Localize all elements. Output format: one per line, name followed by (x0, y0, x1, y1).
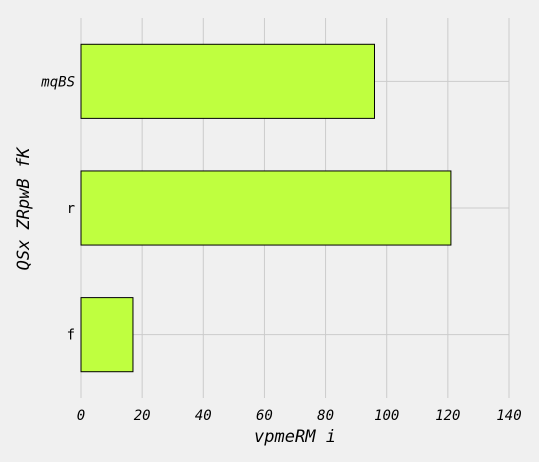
x-tick-label: 100 (374, 408, 399, 424)
x-tick-labels: 0 20 40 60 80 100 120 140 (77, 408, 522, 424)
x-tick-label: 120 (435, 408, 460, 424)
x-tick-label: 40 (195, 408, 212, 424)
y-tick-labels: f r mqBS (40, 74, 75, 343)
y-tick-label: f (67, 328, 75, 344)
bars (80, 43, 452, 373)
y-tick-label: mqBS (40, 74, 75, 90)
x-tick-label: 60 (256, 408, 273, 424)
x-tick-label: 140 (496, 408, 521, 424)
x-tick-label: 20 (134, 408, 151, 424)
bar-mqBS (80, 43, 375, 119)
x-tick-label: 0 (77, 408, 85, 424)
y-tick-label: r (67, 201, 75, 217)
bar-f (80, 297, 134, 373)
x-axis-label: vpmeRM i (254, 427, 336, 447)
y-axis-label: QSx ZRpwB fK (14, 146, 34, 271)
bar-r (80, 170, 452, 246)
x-tick-label: 80 (317, 408, 334, 424)
